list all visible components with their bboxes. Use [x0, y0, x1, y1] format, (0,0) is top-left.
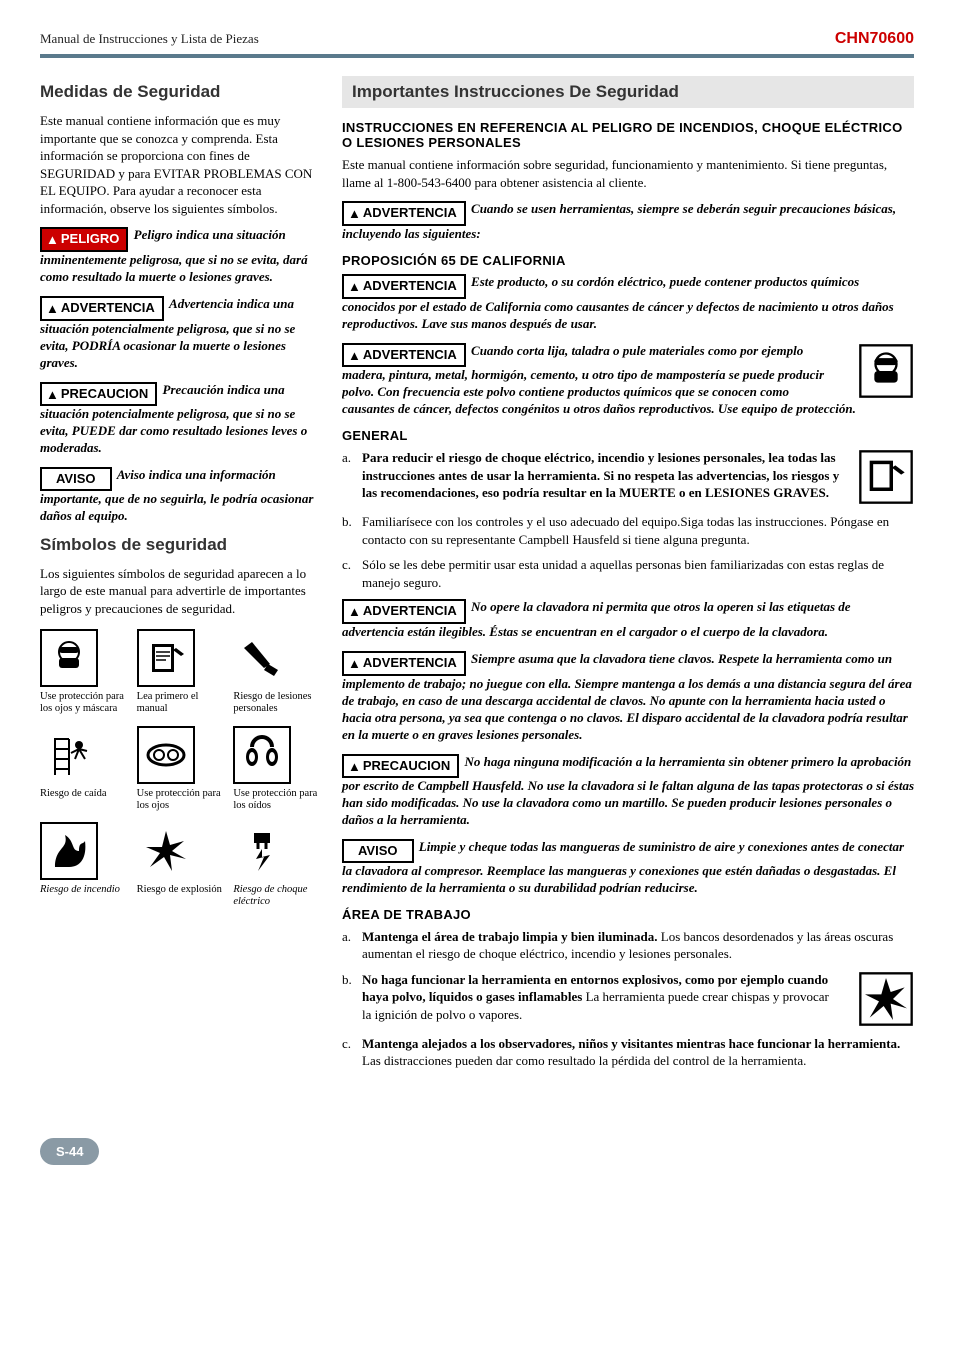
sym-fall: Riesgo de caída — [40, 726, 127, 812]
page-number: S-44 — [40, 1138, 99, 1165]
w5: ▲ADVERTENCIA Siempre asuma que la clavad… — [342, 651, 914, 743]
manual-icon — [850, 449, 914, 505]
sym-mask: Use protección para los ojos y máscara — [40, 629, 127, 715]
notice-tag: AVISO — [40, 467, 112, 491]
right-title: Importantes Instrucciones De Seguridad — [342, 76, 914, 108]
p1a: Este manual contiene información sobre s… — [342, 156, 914, 191]
area-list: Mantenga el área de trabajo limpia y bie… — [342, 928, 914, 1070]
symbol-grid: Use protección para los ojos y máscara L… — [40, 629, 320, 907]
c6: ▲PRECAUCION No haga ninguna modificación… — [342, 754, 914, 830]
general-a: Para reducir el riesgo de choque eléctri… — [362, 450, 839, 500]
warning-tag: ▲ADVERTENCIA — [40, 296, 164, 321]
caution-block: ▲PRECAUCION Precaución indica una situac… — [40, 382, 320, 458]
w2: ▲ADVERTENCIA Este producto, o su cordón … — [342, 274, 914, 333]
left-title-1: Medidas de Seguridad — [40, 82, 320, 102]
warning-tag-icon: ▲ADVERTENCIA — [342, 599, 466, 624]
notice-tag-icon: AVISO — [342, 839, 414, 863]
warning-tag-icon: ▲ADVERTENCIA — [342, 274, 466, 299]
w4: ▲ADVERTENCIA No opere la clavadora ni pe… — [342, 599, 914, 641]
sym-goggles: Use protección para los ojos — [137, 726, 224, 812]
notice-block: AVISO Aviso indica una información impor… — [40, 467, 320, 525]
caution-tag-icon: ▲PRECAUCION — [342, 754, 459, 779]
area-b: No haga funcionar la herramienta en ento… — [342, 971, 914, 1027]
area-a: Mantenga el área de trabajo limpia y bie… — [342, 928, 914, 963]
general-list: Para reducir el riesgo de choque eléctri… — [342, 449, 914, 591]
warning-block: ▲ADVERTENCIA Advertencia indica una situ… — [40, 296, 320, 372]
sub-prop65: PROPOSICIÓN 65 DE CALIFORNIA — [342, 253, 914, 268]
sym-shock: Riesgo de choque eléctrico — [233, 822, 320, 908]
caution-tag: ▲PRECAUCION — [40, 382, 157, 407]
left-title-2: Símbolos de seguridad — [40, 535, 320, 555]
danger-block: ▲PELIGRO Peligro indica una situación in… — [40, 227, 320, 286]
model-number: CHN70600 — [835, 30, 914, 48]
warning-tag-icon: ▲ADVERTENCIA — [342, 201, 466, 226]
sub-area: ÁREA DE TRABAJO — [342, 907, 914, 922]
w1: ▲ADVERTENCIA Cuando se usen herramientas… — [342, 201, 914, 243]
explosion-icon — [850, 971, 914, 1027]
sym-intro: Los siguientes símbolos de seguridad apa… — [40, 565, 320, 618]
area-c: Mantenga alejados a los observadores, ni… — [342, 1035, 914, 1070]
n7: AVISO Limpie y cheque todas las manguera… — [342, 839, 914, 897]
sym-manual: Lea primero el manual — [137, 629, 224, 715]
mask-icon — [850, 343, 914, 399]
warning-tag-icon: ▲ADVERTENCIA — [342, 343, 466, 368]
warning-tag-icon: ▲ADVERTENCIA — [342, 651, 466, 676]
header-left: Manual de Instrucciones y Lista de Pieza… — [40, 31, 259, 47]
sym-fire: Riesgo de incendio — [40, 822, 127, 908]
danger-tag: ▲PELIGRO — [40, 227, 128, 252]
left-intro: Este manual contiene información que es … — [40, 112, 320, 217]
sym-explosion: Riesgo de explosión — [137, 822, 224, 908]
sub-instrucciones: INSTRUCCIONES EN REFERENCIA AL PELIGRO D… — [342, 120, 914, 150]
general-b: Familiarísece con los controles y el uso… — [342, 513, 914, 548]
sub-general: GENERAL — [342, 428, 914, 443]
sym-ears: Use protección para los oídos — [233, 726, 320, 812]
w3: ▲ADVERTENCIA Cuando corta lija, taladra … — [342, 343, 914, 419]
sym-injury: Riesgo de lesiones personales — [233, 629, 320, 715]
general-c: Sólo se les debe permitir usar esta unid… — [342, 556, 914, 591]
